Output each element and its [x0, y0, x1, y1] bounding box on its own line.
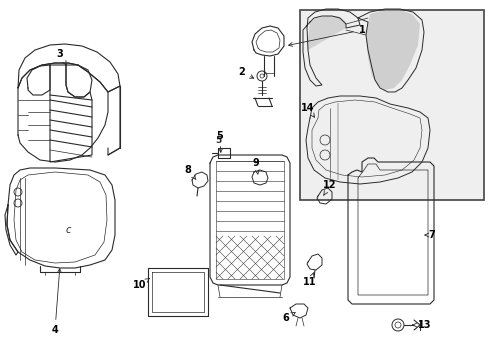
Text: 3: 3	[57, 49, 66, 65]
Text: c: c	[65, 225, 71, 235]
Text: 13: 13	[413, 320, 432, 330]
Text: 11: 11	[303, 273, 317, 287]
Text: 12: 12	[323, 180, 337, 195]
Bar	[300, 10, 484, 200]
Polygon shape	[308, 16, 346, 50]
Text: 9: 9	[253, 158, 259, 174]
Text: 10: 10	[133, 278, 149, 290]
Text: 1: 1	[289, 25, 366, 46]
Text: 5: 5	[215, 136, 221, 145]
Text: 4: 4	[51, 269, 61, 335]
Text: 8: 8	[185, 165, 196, 180]
Text: 5: 5	[217, 131, 223, 152]
Polygon shape	[366, 10, 420, 90]
Text: 14: 14	[301, 103, 315, 117]
Text: 6: 6	[283, 312, 295, 323]
Text: 7: 7	[425, 230, 436, 240]
Text: 2: 2	[239, 67, 254, 78]
